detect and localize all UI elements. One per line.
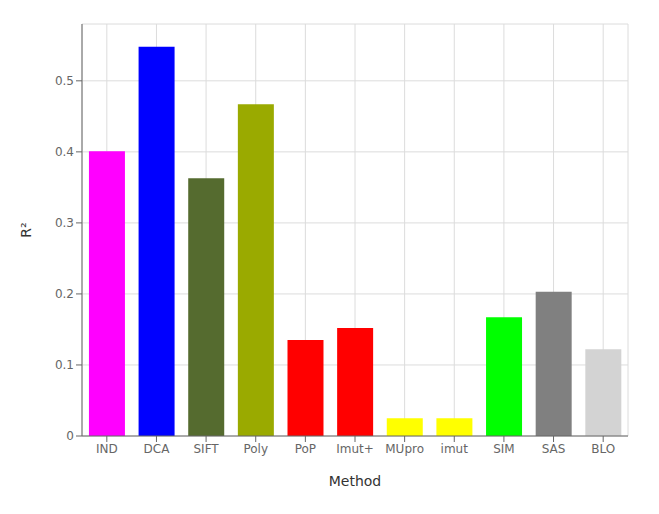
svg-text:PoP: PoP xyxy=(295,442,316,456)
svg-text:BLO: BLO xyxy=(591,442,615,456)
svg-text:0.2: 0.2 xyxy=(55,287,74,301)
svg-text:SIFT: SIFT xyxy=(193,442,219,456)
svg-text:Poly: Poly xyxy=(243,442,268,456)
svg-text:Method: Method xyxy=(329,473,382,489)
svg-text:0.4: 0.4 xyxy=(55,145,74,159)
svg-text:0.3: 0.3 xyxy=(55,216,74,230)
svg-text:IND: IND xyxy=(96,442,118,456)
svg-text:DCA: DCA xyxy=(144,442,171,456)
svg-text:imut: imut xyxy=(441,442,469,456)
svg-text:Imut+: Imut+ xyxy=(336,442,374,456)
svg-text:SIM: SIM xyxy=(493,442,515,456)
svg-text:0: 0 xyxy=(66,429,74,443)
svg-text:0.5: 0.5 xyxy=(55,74,74,88)
svg-text:SAS: SAS xyxy=(542,442,566,456)
svg-text:MUpro: MUpro xyxy=(385,442,424,456)
svg-text:0.1: 0.1 xyxy=(55,358,74,372)
svg-text:R²: R² xyxy=(18,222,34,237)
